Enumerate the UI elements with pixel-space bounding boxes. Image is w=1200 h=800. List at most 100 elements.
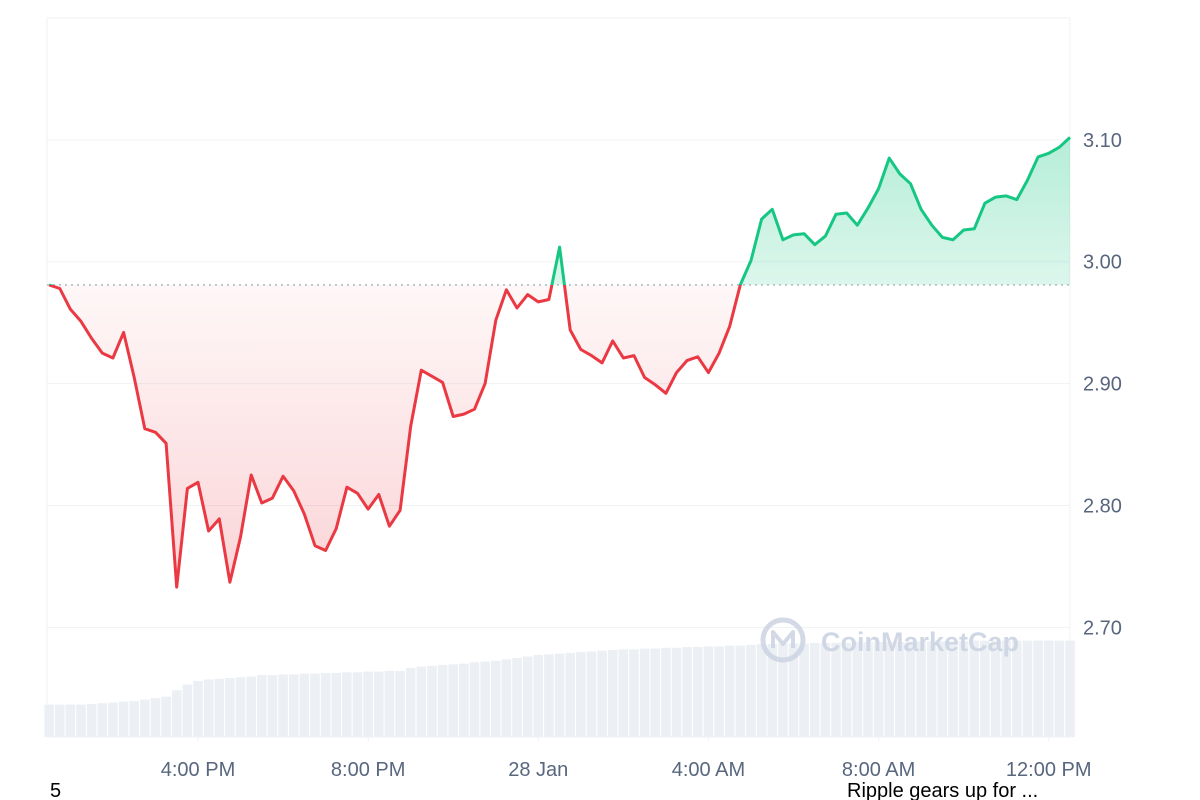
volume-bar (1022, 640, 1033, 737)
volume-bar (916, 641, 926, 737)
volume-bar (841, 642, 852, 737)
y-tick-label: 2.80 (1083, 495, 1122, 517)
x-tick-label: 8:00 PM (331, 759, 405, 781)
volume-bar (320, 673, 331, 737)
volume-bar (990, 640, 1001, 737)
volume-bar (97, 703, 108, 737)
volume-bar (203, 679, 214, 737)
volume-bar (873, 642, 884, 737)
volume-bar (576, 652, 586, 737)
volume-bar (171, 690, 182, 737)
volume-bar (703, 646, 714, 737)
volume-bar (746, 644, 756, 737)
volume-bar (469, 662, 480, 737)
volume-bar (544, 654, 554, 737)
volume-bar (586, 651, 597, 737)
volume-bar (395, 670, 405, 737)
volume-bar (161, 696, 171, 737)
volume-bar (193, 680, 203, 737)
volume-bar (958, 641, 969, 737)
volume-bar (374, 671, 384, 737)
volume-bar (1001, 640, 1011, 737)
volume-bar (629, 649, 639, 737)
volume-bar (533, 655, 544, 737)
volume-bar (86, 703, 97, 737)
volume-bar (554, 653, 565, 737)
volume-bar (905, 641, 916, 737)
x-tick-label: 4:00 PM (161, 759, 235, 781)
volume-bar (948, 641, 958, 737)
volume-bar (427, 665, 437, 737)
volume-bar (756, 644, 767, 737)
volume-bar (246, 676, 256, 737)
volume-bar (767, 644, 778, 737)
footer-left: 5 (50, 780, 61, 800)
volume-bar (735, 645, 746, 737)
volume-bar (76, 704, 86, 737)
volume-bar (618, 649, 629, 737)
volume-bar (831, 642, 841, 737)
volume-bar (490, 660, 501, 737)
volume-bar (342, 672, 352, 737)
y-tick-label: 3.00 (1083, 252, 1122, 274)
watermark: CoinMarketCap (821, 627, 1019, 657)
x-tick-label: 28 Jan (508, 759, 568, 781)
volume-bar (235, 677, 246, 737)
volume-bar (693, 647, 703, 737)
footer-right: Ripple gears up for ... (847, 780, 1038, 800)
y-tick-label: 2.70 (1083, 617, 1122, 639)
volume-bar (714, 646, 724, 737)
volume-bar (140, 699, 150, 737)
volume-bar (650, 648, 661, 737)
volume-bar (182, 684, 193, 737)
volume-bar (331, 673, 342, 737)
volume-bar (820, 642, 831, 737)
volume-bar (682, 647, 692, 737)
volume-bar (852, 642, 863, 737)
volume-bar (724, 645, 735, 737)
volume-bar (565, 652, 575, 737)
volume-bar (799, 643, 809, 737)
volume-bar (44, 704, 54, 737)
plot (44, 136, 1075, 741)
x-tick-label: 4:00 AM (672, 759, 745, 781)
volume-bar (108, 702, 118, 737)
volume-bar (895, 642, 905, 737)
volume-bar (1033, 640, 1043, 737)
volume-bar (1043, 640, 1054, 737)
volume-bar (926, 641, 937, 737)
volume-bar (937, 641, 948, 737)
volume-bar (788, 643, 799, 737)
volume-bar (363, 671, 373, 737)
volume-bar (1012, 640, 1022, 737)
y-tick-label: 3.10 (1083, 130, 1122, 152)
volume-bar (384, 670, 395, 737)
volume-bar (299, 673, 310, 737)
volume-bar (288, 674, 299, 737)
volume-bar (352, 672, 363, 737)
volume-bar (150, 698, 161, 737)
volume-bar (278, 674, 288, 737)
volume-bar (416, 666, 427, 737)
volume-bar (607, 650, 618, 737)
volume-bar (969, 640, 980, 737)
volume-bar (257, 675, 267, 737)
volume-bar (980, 640, 990, 737)
volume-bar (597, 650, 607, 737)
volume-bar (671, 647, 682, 737)
volume-bar (65, 704, 76, 737)
volume-bar (54, 704, 65, 737)
volume-bar (661, 647, 671, 737)
volume-bar (778, 643, 788, 737)
volume-bar (448, 664, 458, 737)
price-line (48, 136, 1072, 589)
volume-bar (129, 701, 139, 737)
volume-bar (118, 701, 129, 737)
volume-bar (639, 648, 650, 737)
volume-bar (437, 665, 448, 737)
volume-bar (1065, 640, 1075, 737)
volume-bar (810, 642, 820, 737)
x-tick-label: 8:00 AM (842, 759, 915, 781)
